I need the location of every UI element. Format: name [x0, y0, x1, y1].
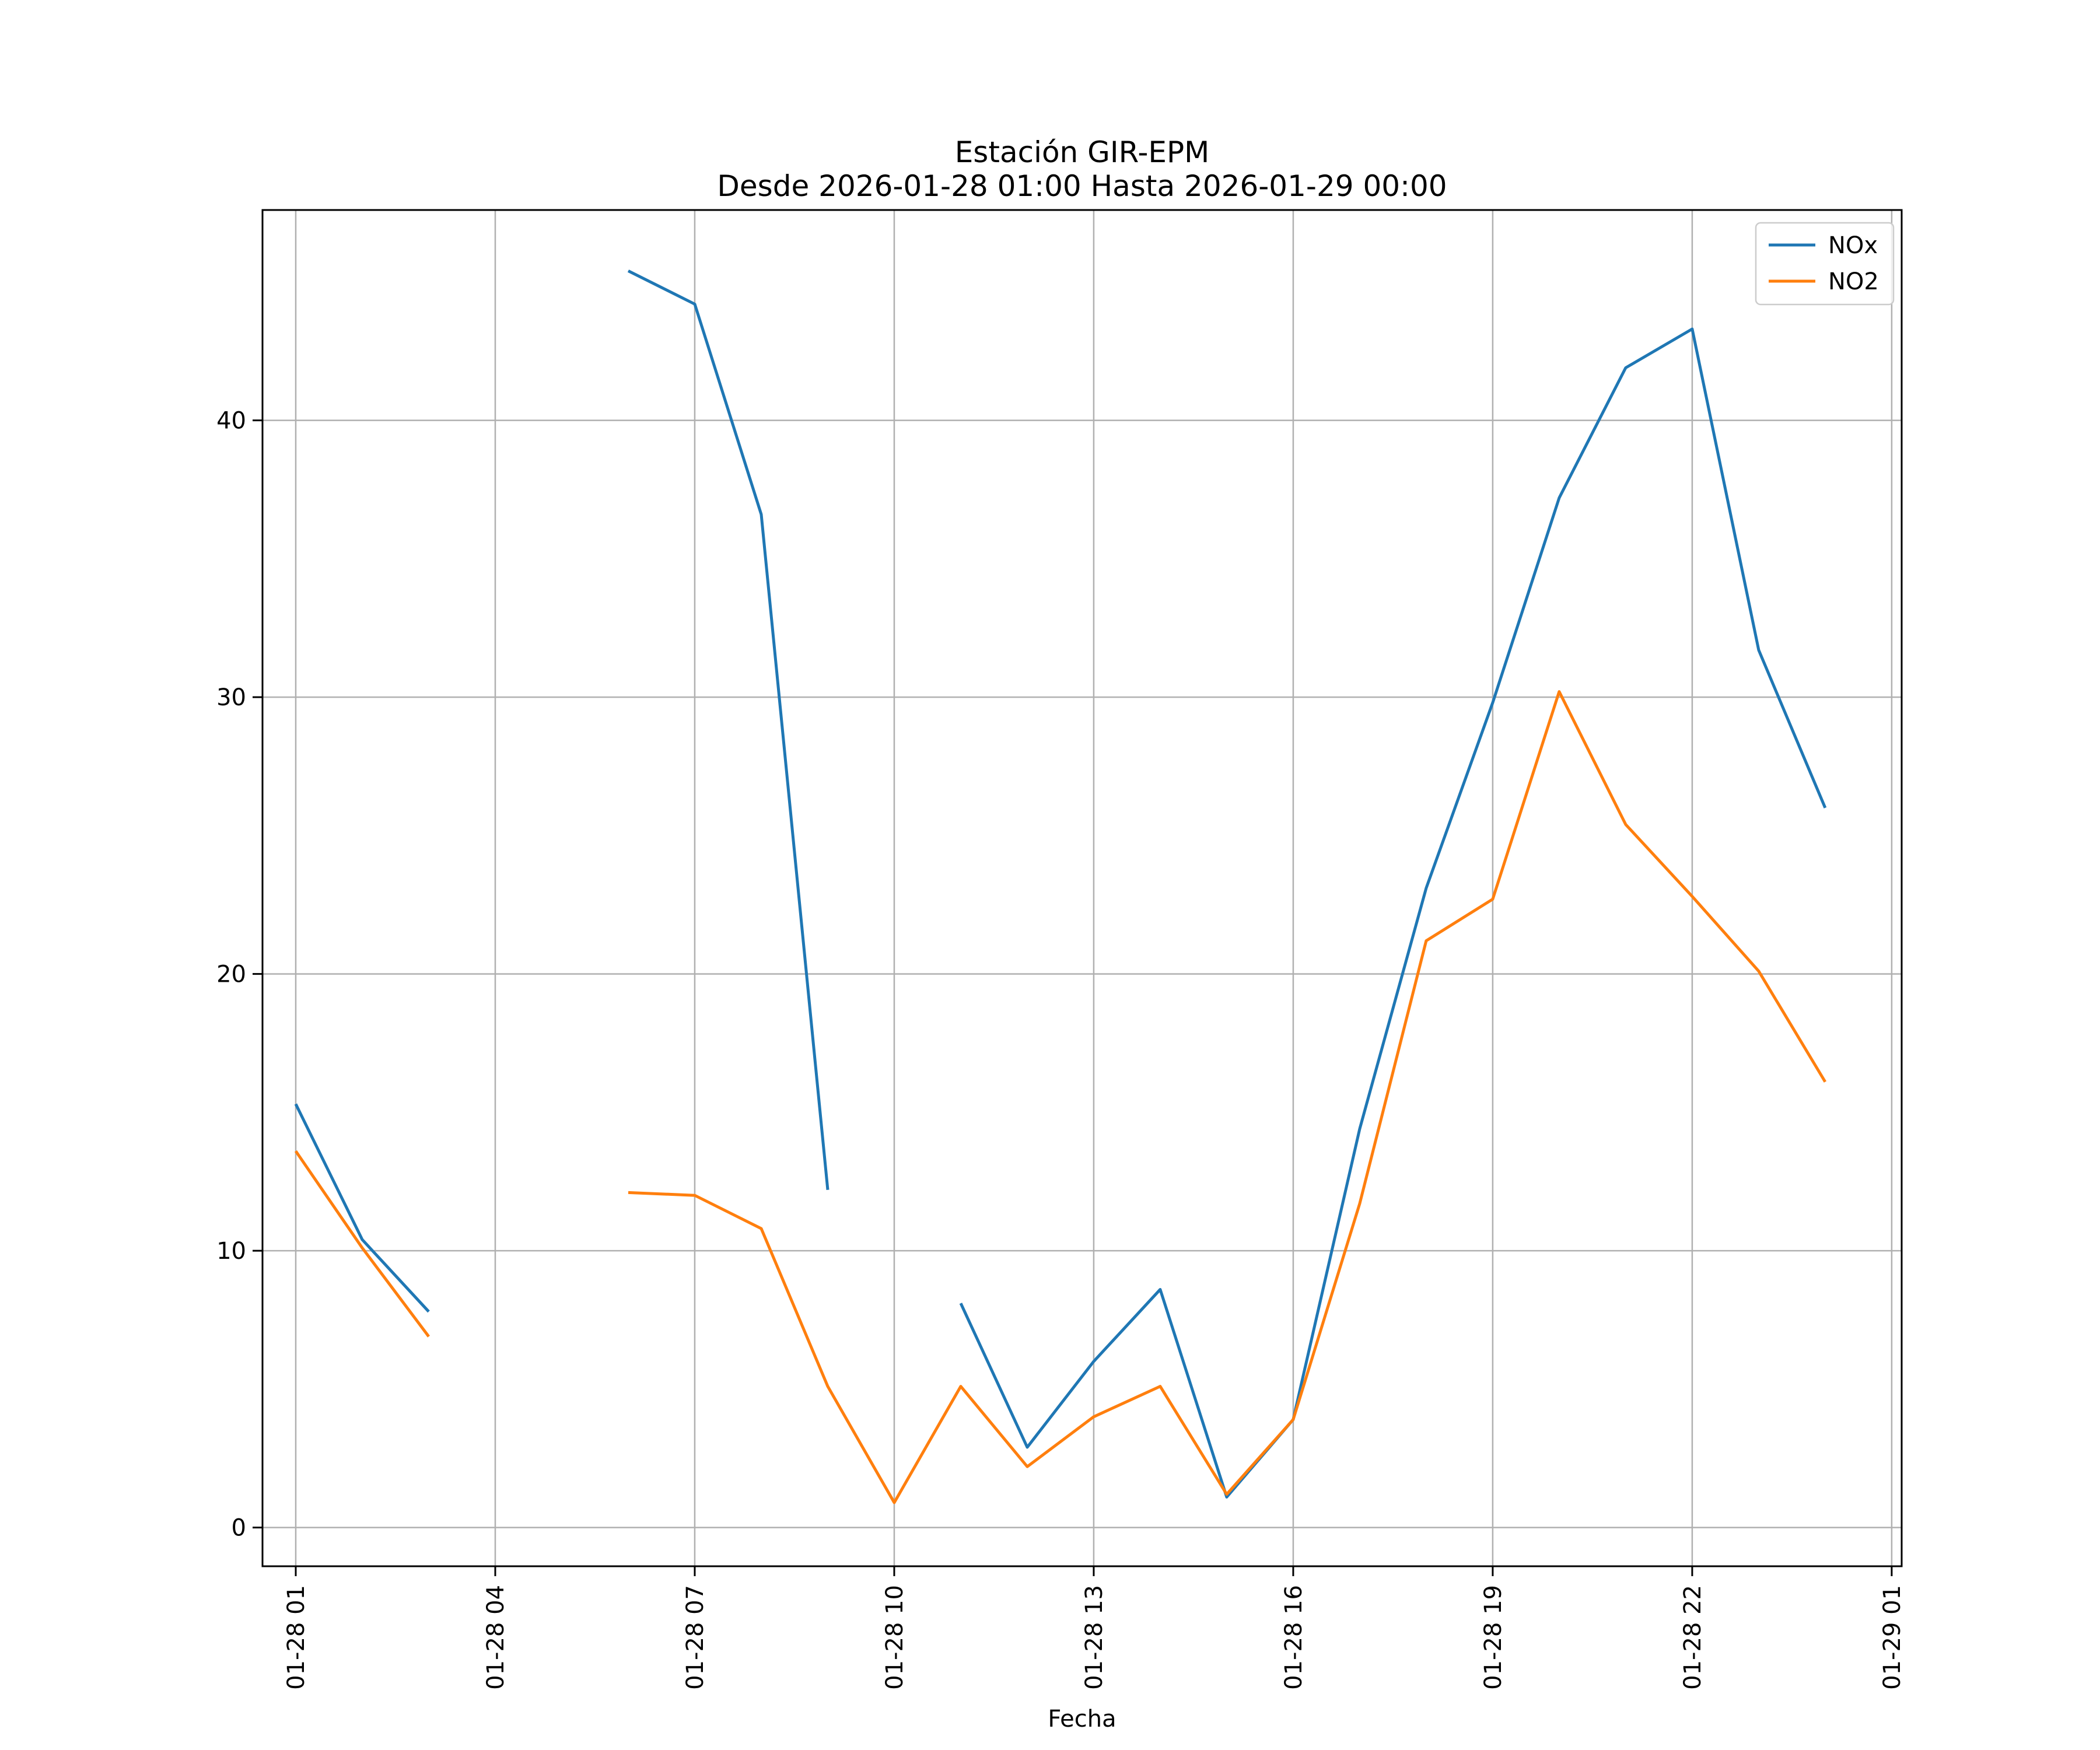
x-tick-label: 01-28 07: [682, 1585, 709, 1690]
chart-title: Estación GIR-EPM: [955, 135, 1210, 169]
plot-frame: [261, 209, 1903, 1567]
x-tick-label: 01-28 13: [1081, 1585, 1108, 1690]
x-tick-label: 01-28 10: [881, 1585, 908, 1690]
legend-label-nox: NOx: [1828, 232, 1878, 259]
y-tick-label: 30: [216, 684, 246, 711]
x-tick-label: 01-28 01: [283, 1585, 310, 1690]
legend-box: [1755, 222, 1895, 306]
legend-label-no2: NO2: [1828, 268, 1879, 295]
x-tick-label: 01-29 01: [1879, 1585, 1906, 1690]
x-tick-label: 01-28 16: [1280, 1585, 1307, 1690]
y-tick-label: 40: [216, 408, 246, 435]
chart-subtitle: Desde 2026-01-28 01:00 Hasta 2026-01-29 …: [717, 169, 1447, 203]
series-line-nox: [627, 270, 830, 1190]
y-tick-label: 10: [216, 1238, 246, 1265]
y-axis: 0 10 20 30 40: [216, 408, 262, 1542]
series-line-nox: [294, 1103, 430, 1313]
y-tick-label: 20: [216, 961, 246, 988]
x-tick-label: 01-28 19: [1480, 1585, 1507, 1690]
series-line-nox: [959, 327, 1827, 1499]
x-axis-label: Fecha: [1048, 1706, 1116, 1732]
x-tick-label: 01-28 22: [1679, 1585, 1706, 1690]
grid: [262, 210, 1902, 1566]
series-lines: [294, 270, 1827, 1504]
x-axis: 01-28 01 01-28 04 01-28 07 01-28 10 01-28 13…: [283, 1566, 1906, 1690]
y-tick-label: 0: [232, 1515, 246, 1542]
series-line-no2: [628, 690, 1827, 1504]
series-line-no2: [294, 1150, 430, 1338]
x-tick-label: 01-28 04: [482, 1585, 509, 1690]
legend: NOx NO2: [1755, 222, 1895, 306]
